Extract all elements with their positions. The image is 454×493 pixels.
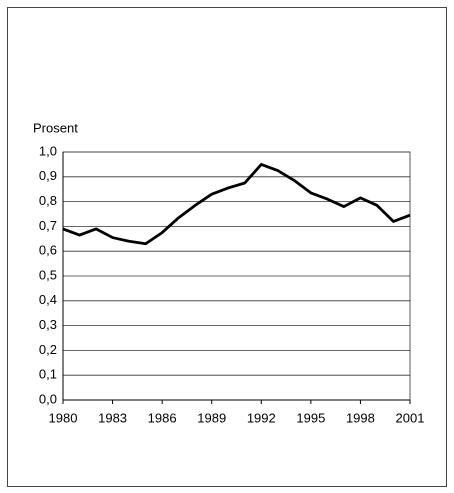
y-axis-label: Prosent	[33, 120, 78, 135]
y-tick-label: 0,2	[39, 342, 57, 357]
y-tick-label: 0,3	[39, 317, 57, 332]
y-tick-label: 0,5	[39, 267, 57, 282]
x-tick-label: 1989	[197, 410, 226, 425]
y-tick-label: 0,8	[39, 193, 57, 208]
y-tick-label: 0,0	[39, 391, 57, 406]
x-tick-label: 1995	[296, 410, 325, 425]
figure-frame	[7, 7, 447, 487]
y-tick-label: 0,4	[39, 292, 57, 307]
y-tick-label: 0,1	[39, 367, 57, 382]
y-tick-label: 1,0	[39, 143, 57, 158]
data-line	[62, 163, 411, 246]
y-tick-label: 0,6	[39, 243, 57, 258]
y-tick-label: 0,9	[39, 168, 57, 183]
x-tick-label: 1980	[49, 410, 78, 425]
x-tick-label: 1986	[148, 410, 177, 425]
x-tick-label: 1992	[247, 410, 276, 425]
x-tick-label: 1998	[346, 410, 375, 425]
x-tick-label: 1983	[98, 410, 127, 425]
x-tick-label: 2001	[396, 410, 425, 425]
y-tick-label: 0,7	[39, 218, 57, 233]
